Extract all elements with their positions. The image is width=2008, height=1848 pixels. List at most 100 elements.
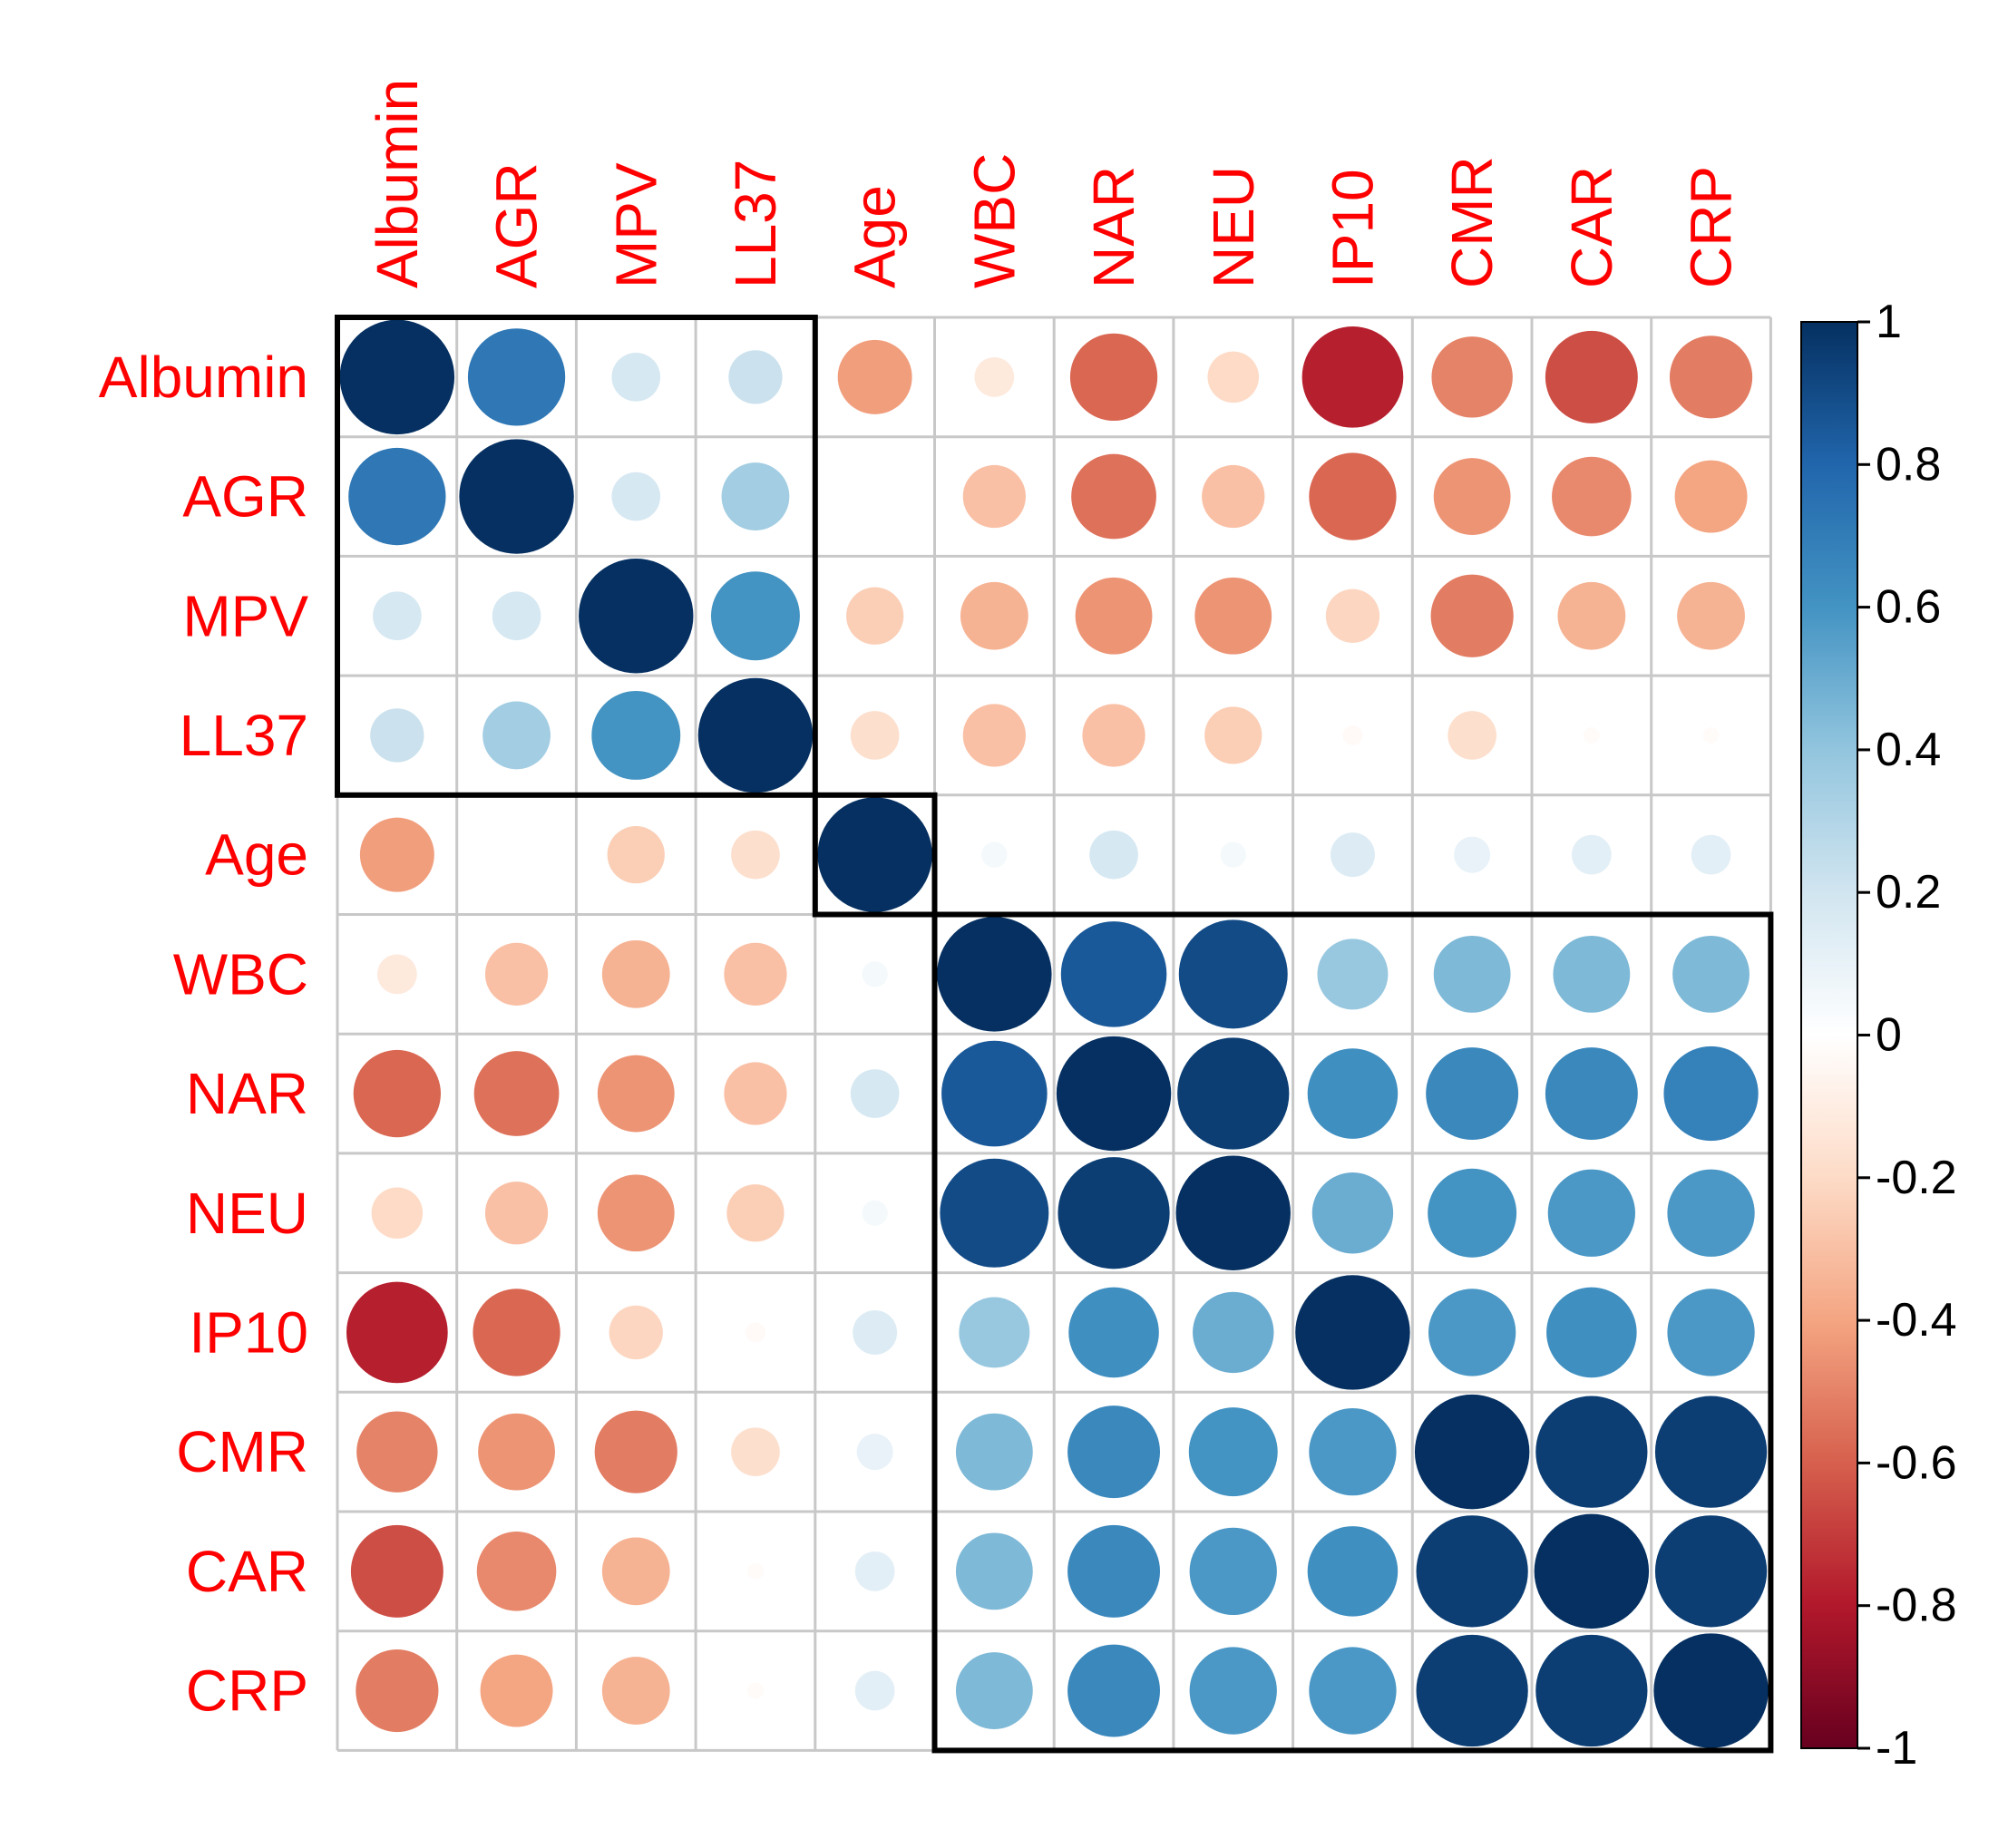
corr-circle-age-wbc [981, 841, 1008, 868]
corr-circle-mpv-car [1557, 581, 1626, 650]
corr-circle-nar-agr [473, 1051, 560, 1136]
corr-circle-crp-neu [1189, 1647, 1277, 1735]
corr-circle-wbc-ll37 [724, 942, 787, 1006]
corr-circle-car-crp [1654, 1515, 1768, 1628]
corr-circle-nar-ll37 [724, 1062, 787, 1125]
corr-circle-age-albumin [359, 817, 434, 892]
corr-circle-crp-cmr [1416, 1634, 1528, 1747]
corr-circle-neu-car [1547, 1169, 1635, 1257]
corr-circle-mpv-mpv [579, 559, 694, 674]
corr-circle-agr-ll37 [721, 462, 790, 530]
corr-circle-neu-albumin [371, 1187, 424, 1240]
corr-circle-wbc-cmr [1433, 935, 1511, 1013]
corr-circle-wbc-ip10 [1317, 939, 1389, 1010]
corr-circle-crp-nar [1067, 1644, 1161, 1737]
colorbar-gradient [1800, 321, 1858, 1749]
corr-circle-age-ll37 [731, 830, 780, 880]
corr-circle-cmr-ll37 [731, 1427, 780, 1476]
colorbar-tick-label: -0.4 [1876, 1294, 1957, 1347]
cluster-box-1 [335, 315, 818, 798]
corr-circle-age-mpv [607, 826, 665, 884]
corr-circle-ll37-agr [483, 701, 551, 770]
corr-circle-age-cmr [1454, 836, 1491, 873]
corr-circle-ll37-age [850, 711, 900, 760]
corr-circle-nar-crp [1663, 1046, 1759, 1142]
cluster-layer [335, 315, 1774, 1754]
label-layer: Albumin Albumin AGR AGR MPV MPV LL37 LL37 Age Age… [99, 79, 1744, 1724]
corr-circle-mpv-neu [1194, 577, 1272, 655]
corr-circle-car-cmr [1416, 1515, 1528, 1628]
row-label-ip10: IP10 [189, 1299, 308, 1365]
corr-circle-wbc-agr [484, 942, 549, 1006]
corr-circle-car-neu [1189, 1527, 1277, 1615]
cluster-box-2 [812, 792, 938, 918]
corr-circle-crp-albumin [356, 1649, 439, 1733]
corr-circle-agr-ip10 [1309, 452, 1397, 540]
corr-circle-agr-cmr [1433, 458, 1511, 535]
corr-circle-car-ll37 [747, 1562, 764, 1580]
corr-circle-neu-ll37 [726, 1184, 785, 1242]
row-label-neu: NEU [186, 1181, 308, 1246]
corr-circle-car-nar [1067, 1524, 1161, 1618]
corr-circle-nar-ip10 [1307, 1048, 1399, 1139]
row-label-ll37: LL37 [180, 703, 308, 768]
corr-circle-cmr-neu [1188, 1407, 1278, 1497]
colorbar-tick-label: 0.8 [1876, 438, 1941, 491]
colorbar-tick-label: 0.4 [1876, 724, 1941, 776]
corr-circle-ip10-agr [473, 1289, 560, 1376]
corr-circle-albumin-ip10 [1301, 326, 1404, 428]
corr-circle-agr-mpv [611, 472, 661, 521]
corr-circle-cmr-age [856, 1434, 893, 1471]
corr-circle-cmr-mpv [594, 1410, 677, 1493]
corr-circle-ip10-albumin [346, 1281, 448, 1384]
row-label-wbc: WBC [173, 941, 308, 1007]
corr-circle-wbc-age [862, 961, 888, 987]
corr-circle-car-age [854, 1551, 895, 1591]
row-label-age: Age [205, 822, 308, 888]
corr-circle-ll37-cmr [1448, 711, 1496, 760]
corr-circle-nar-mpv [597, 1055, 675, 1133]
corr-circle-age-ip10 [1330, 832, 1375, 878]
col-label-ll37: LL37 [723, 160, 788, 288]
corr-circle-ip10-nar [1068, 1287, 1159, 1378]
corr-circle-albumin-agr [467, 328, 566, 426]
corr-circle-ll37-car [1583, 727, 1600, 744]
corr-circle-agr-wbc [962, 464, 1026, 529]
corr-circle-neu-wbc [940, 1158, 1049, 1268]
corr-circle-car-ip10 [1307, 1526, 1399, 1617]
col-label-nar: NAR [1081, 166, 1146, 288]
corr-circle-mpv-age [846, 587, 904, 645]
colorbar-tick-label: 0.6 [1876, 581, 1941, 634]
corr-circle-mpv-albumin [373, 591, 422, 641]
colorbar-tick-label: 0 [1876, 1009, 1902, 1062]
corr-circle-albumin-crp [1669, 336, 1753, 419]
corr-circle-nar-age [850, 1069, 900, 1118]
corr-circle-nar-neu [1177, 1037, 1290, 1150]
corr-circle-ll37-neu [1204, 706, 1262, 764]
colorbar-tick-label: 0.2 [1876, 866, 1941, 919]
col-label-neu: NEU [1201, 166, 1266, 288]
corr-circle-nar-cmr [1426, 1047, 1519, 1141]
corr-circle-cmr-ip10 [1309, 1408, 1397, 1496]
corr-circle-age-nar [1089, 830, 1138, 880]
corr-circle-ll37-nar [1082, 704, 1145, 767]
corr-circle-wbc-wbc [937, 917, 1052, 1032]
corr-circle-wbc-neu [1178, 919, 1288, 1029]
colorbar-tick-label: -0.2 [1876, 1152, 1957, 1204]
corr-circle-crp-wbc [955, 1652, 1033, 1729]
corr-circle-mpv-nar [1075, 577, 1153, 655]
corr-circle-crp-agr [480, 1654, 553, 1727]
corr-circle-mpv-ip10 [1325, 588, 1380, 643]
corr-circle-neu-cmr [1428, 1168, 1517, 1258]
corr-circle-crp-age [854, 1670, 895, 1711]
corr-circle-age-car [1571, 834, 1612, 875]
row-label-mpv: MPV [182, 583, 308, 648]
corr-circle-ip10-ip10 [1295, 1275, 1410, 1390]
corr-circle-ip10-neu [1193, 1291, 1274, 1374]
corr-circle-neu-crp [1667, 1169, 1755, 1257]
corr-circle-mpv-wbc [960, 581, 1028, 650]
col-label-cmr: CMR [1439, 156, 1505, 288]
corr-circle-car-agr [476, 1532, 557, 1611]
